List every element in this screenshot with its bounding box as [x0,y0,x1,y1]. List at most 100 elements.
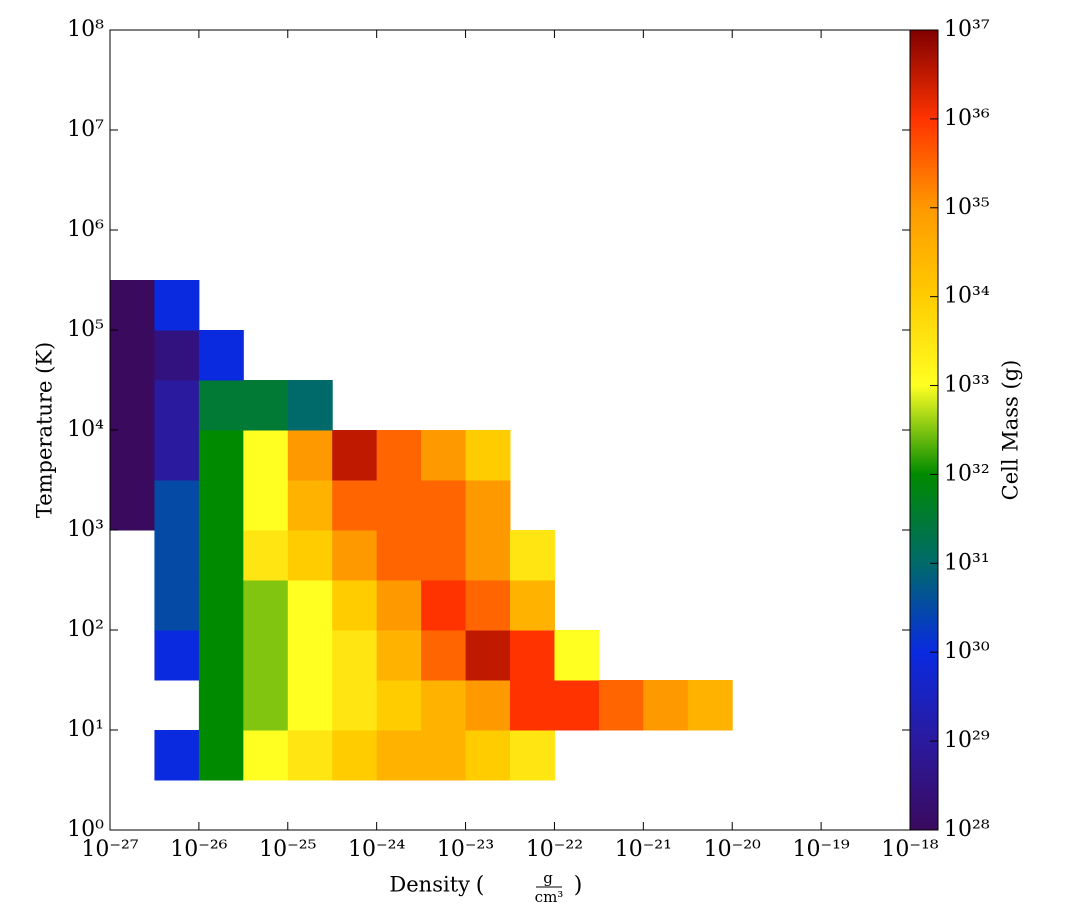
cell [643,680,689,731]
cell [198,430,244,481]
x-unit-paren: ( [476,873,485,898]
cell [465,580,511,631]
cell [287,680,333,731]
cell [554,630,600,681]
cell [198,730,244,781]
cell [243,430,289,481]
cell [465,730,511,781]
cell [421,730,467,781]
cell [154,580,200,631]
cell [465,530,511,581]
cell [154,279,200,331]
colorbar-tick-label: 10³⁷ [944,17,990,42]
x-tick-label: 10⁻¹⁹ [792,837,849,862]
y-tick-label: 10⁰ [67,817,104,842]
cell [421,480,467,531]
cell [154,379,200,431]
x-tick-label: 10⁻²⁴ [348,837,405,862]
cell [332,480,378,531]
cell [376,580,422,631]
cell [198,379,244,431]
x-unit-paren: ) [574,873,583,898]
cell [687,680,733,731]
cell [110,379,155,431]
y-tick-label: 10⁸ [67,17,104,42]
cell [421,680,467,731]
x-tick-label: 10⁻²⁵ [259,837,316,862]
colorbar-tick-label: 10³² [944,461,990,486]
cell [198,480,244,531]
colorbar-tick-label: 10³³ [944,373,990,398]
cell [243,580,289,631]
cell [198,630,244,681]
cell [110,480,155,531]
colorbar-tick-label: 10³¹ [944,550,990,575]
cell [110,330,155,381]
cell [243,530,289,581]
x-unit-denominator: cm³ [535,888,564,906]
cell [154,430,200,481]
cell [376,430,422,481]
cell [287,730,333,781]
cell [110,430,155,481]
cell [598,680,644,731]
cell [154,730,200,781]
x-tick-label: 10⁻¹⁸ [881,837,938,862]
cell [332,680,378,731]
x-tick-label: 10⁻²² [526,837,583,862]
cell [376,730,422,781]
colorbar-label: Cell Mass (g) [999,360,1023,501]
cell [243,730,289,781]
cell [332,630,378,681]
cell [509,530,555,581]
x-tick-label: 10⁻²⁶ [170,837,227,862]
cell [287,530,333,581]
cell [465,480,511,531]
cell [509,630,555,681]
y-tick-label: 10⁵ [67,317,104,342]
colorbar-tick-label: 10³⁴ [944,284,990,309]
cell [154,480,200,531]
cell [243,630,289,681]
cell [509,680,555,731]
cell [465,430,511,481]
y-tick-label: 10² [67,617,104,642]
cell [376,480,422,531]
cell [376,680,422,731]
cell [421,630,467,681]
cell [509,580,555,631]
cells [110,279,733,781]
cell [243,680,289,731]
cell [421,530,467,581]
x-tick-label: 10⁻²⁷ [81,837,138,862]
cell [154,530,200,581]
y-tick-label: 10¹ [67,717,104,742]
colorbar-tick-label: 10²⁸ [944,817,990,842]
y-tick-label: 10³ [67,517,104,542]
y-axis-label: Temperature (K) [33,342,57,518]
cell [287,480,333,531]
cell [332,530,378,581]
colorbar-tick-label: 10³⁵ [944,195,990,220]
cell [332,430,378,481]
cell [154,630,200,681]
cell [554,680,600,731]
cell [110,279,155,331]
cell [421,430,467,481]
y-tick-label: 10⁴ [67,417,104,442]
colorbar-tick-label: 10³⁰ [944,639,990,664]
cell [287,430,333,481]
cell [421,580,467,631]
cell [198,680,244,731]
colorbar [909,29,939,831]
cell [332,730,378,781]
y-tick-label: 10⁶ [67,217,104,242]
cell [287,580,333,631]
y-tick-label: 10⁷ [67,117,104,142]
x-axis-label: Density [389,873,470,897]
cell [243,379,289,431]
colorbar-tick-label: 10³⁶ [944,106,990,131]
x-tick-label: 10⁻²⁰ [704,837,761,862]
